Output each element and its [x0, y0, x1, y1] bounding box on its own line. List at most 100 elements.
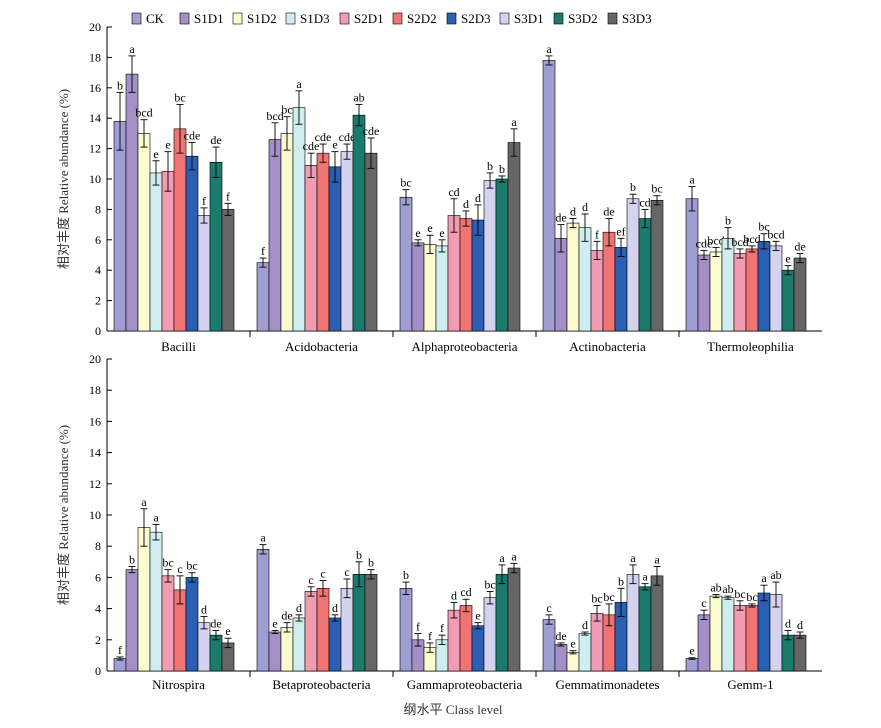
- bar-s1d3: [721, 237, 735, 332]
- significance-label: f: [428, 629, 432, 643]
- legend-swatch: [553, 12, 564, 25]
- error-bar: [367, 137, 375, 169]
- bar-s2d1: [447, 609, 461, 672]
- significance-label: bcd: [707, 233, 724, 247]
- significance-label: bc: [603, 590, 614, 604]
- error-bar: [581, 631, 589, 636]
- bar-s2d3: [185, 577, 199, 672]
- significance-label: de: [555, 211, 566, 225]
- legend-label: S3D1: [514, 11, 544, 26]
- error-bar: [367, 569, 375, 580]
- error-bar: [498, 175, 506, 183]
- significance-label: b: [117, 78, 123, 92]
- legend-label: S1D3: [300, 11, 330, 26]
- bar-s3d3: [650, 199, 664, 332]
- bar-s3d3: [364, 573, 378, 672]
- error-bar: [212, 146, 220, 178]
- legend-swatch: [499, 12, 510, 25]
- significance-label: b: [499, 162, 505, 176]
- legend-swatch: [607, 12, 618, 25]
- bar-ck: [399, 196, 413, 332]
- y-tick-label: 20: [89, 20, 101, 34]
- significance-label: ab: [722, 582, 733, 596]
- significance-label: bc: [484, 577, 495, 591]
- error-bar: [426, 234, 434, 254]
- error-bar: [796, 253, 804, 264]
- y-tick-label: 18: [89, 50, 101, 64]
- error-bar: [140, 508, 148, 547]
- significance-label: d: [797, 618, 803, 632]
- legend-label: S2D3: [461, 11, 491, 26]
- error-bar: [510, 128, 518, 157]
- significance-label: e: [475, 609, 480, 623]
- bar-s2d3: [328, 166, 342, 332]
- bar-s3d2: [209, 634, 223, 672]
- error-bar: [605, 603, 613, 627]
- significance-label: bc: [162, 556, 173, 570]
- bar-s3d3: [507, 142, 521, 332]
- y-tick-label: 16: [89, 81, 101, 95]
- significance-label: b: [403, 568, 409, 582]
- bar-s1d2: [137, 133, 151, 332]
- error-bar: [355, 104, 363, 127]
- bar-s2d3: [757, 241, 771, 332]
- significance-label: d: [296, 601, 302, 615]
- significance-label: bc: [174, 91, 185, 105]
- significance-label: d: [475, 191, 481, 205]
- category-label: Nitrospira: [152, 677, 205, 692]
- significance-label: a: [642, 570, 648, 584]
- bar-s3d2: [352, 573, 366, 672]
- error-bar: [557, 224, 565, 253]
- legend-swatch: [285, 12, 296, 25]
- bar-s1d2: [566, 651, 580, 672]
- significance-label: b: [129, 552, 135, 566]
- error-bar: [569, 650, 577, 655]
- significance-label: cde: [315, 130, 332, 144]
- error-bar: [307, 152, 315, 178]
- bar-s1d1: [268, 631, 282, 672]
- bar-s3d1: [483, 180, 497, 332]
- y-tick-label: 16: [89, 414, 101, 428]
- error-bar: [176, 104, 184, 154]
- bar-s2d3: [614, 247, 628, 332]
- error-bar: [605, 218, 613, 247]
- error-bar: [116, 91, 124, 151]
- category-label: Betaproteobacteria: [272, 677, 370, 692]
- bar-s3d2: [638, 218, 652, 332]
- bar-s3d2: [638, 586, 652, 672]
- significance-label: a: [499, 551, 505, 565]
- bar-s1d3: [435, 245, 449, 332]
- y-tick-label: 12: [89, 477, 101, 491]
- legend-swatch: [392, 12, 403, 25]
- significance-label: b: [725, 214, 731, 228]
- error-bar: [438, 239, 446, 253]
- bar-s2d3: [757, 592, 771, 672]
- significance-label: b: [356, 548, 362, 562]
- y-tick-label: 4: [95, 602, 101, 616]
- significance-label: bcd: [767, 227, 784, 241]
- y-tick-label: 4: [95, 263, 101, 277]
- category-label: Gemm-1: [727, 677, 773, 692]
- error-bar: [617, 587, 625, 617]
- bar-s1d2: [709, 251, 723, 332]
- error-bar: [283, 116, 291, 151]
- bottom-panel: 0 2 4 6 8 10 12 14 16 18 20 相对丰度 Relative abundance…: [56, 352, 822, 692]
- error-bar: [116, 656, 124, 661]
- y-tick-label: 8: [95, 539, 101, 553]
- bar-s2d1: [733, 253, 747, 332]
- significance-label: ef: [616, 224, 625, 238]
- significance-label: cde: [184, 129, 201, 143]
- legend-item-s1d2: S1D2: [232, 11, 277, 26]
- bar-ck: [685, 658, 699, 672]
- error-bar: [152, 160, 160, 186]
- error-bar: [271, 629, 279, 635]
- bar-s3d3: [364, 152, 378, 332]
- significance-label: b: [630, 180, 636, 194]
- significance-label: d: [463, 197, 469, 211]
- bar-s2d2: [316, 152, 330, 332]
- y-axis-title: 相对丰度 Relative abundance (%): [56, 425, 71, 605]
- error-bar: [700, 609, 708, 620]
- bar-s2d1: [304, 591, 318, 672]
- error-bar: [510, 562, 518, 574]
